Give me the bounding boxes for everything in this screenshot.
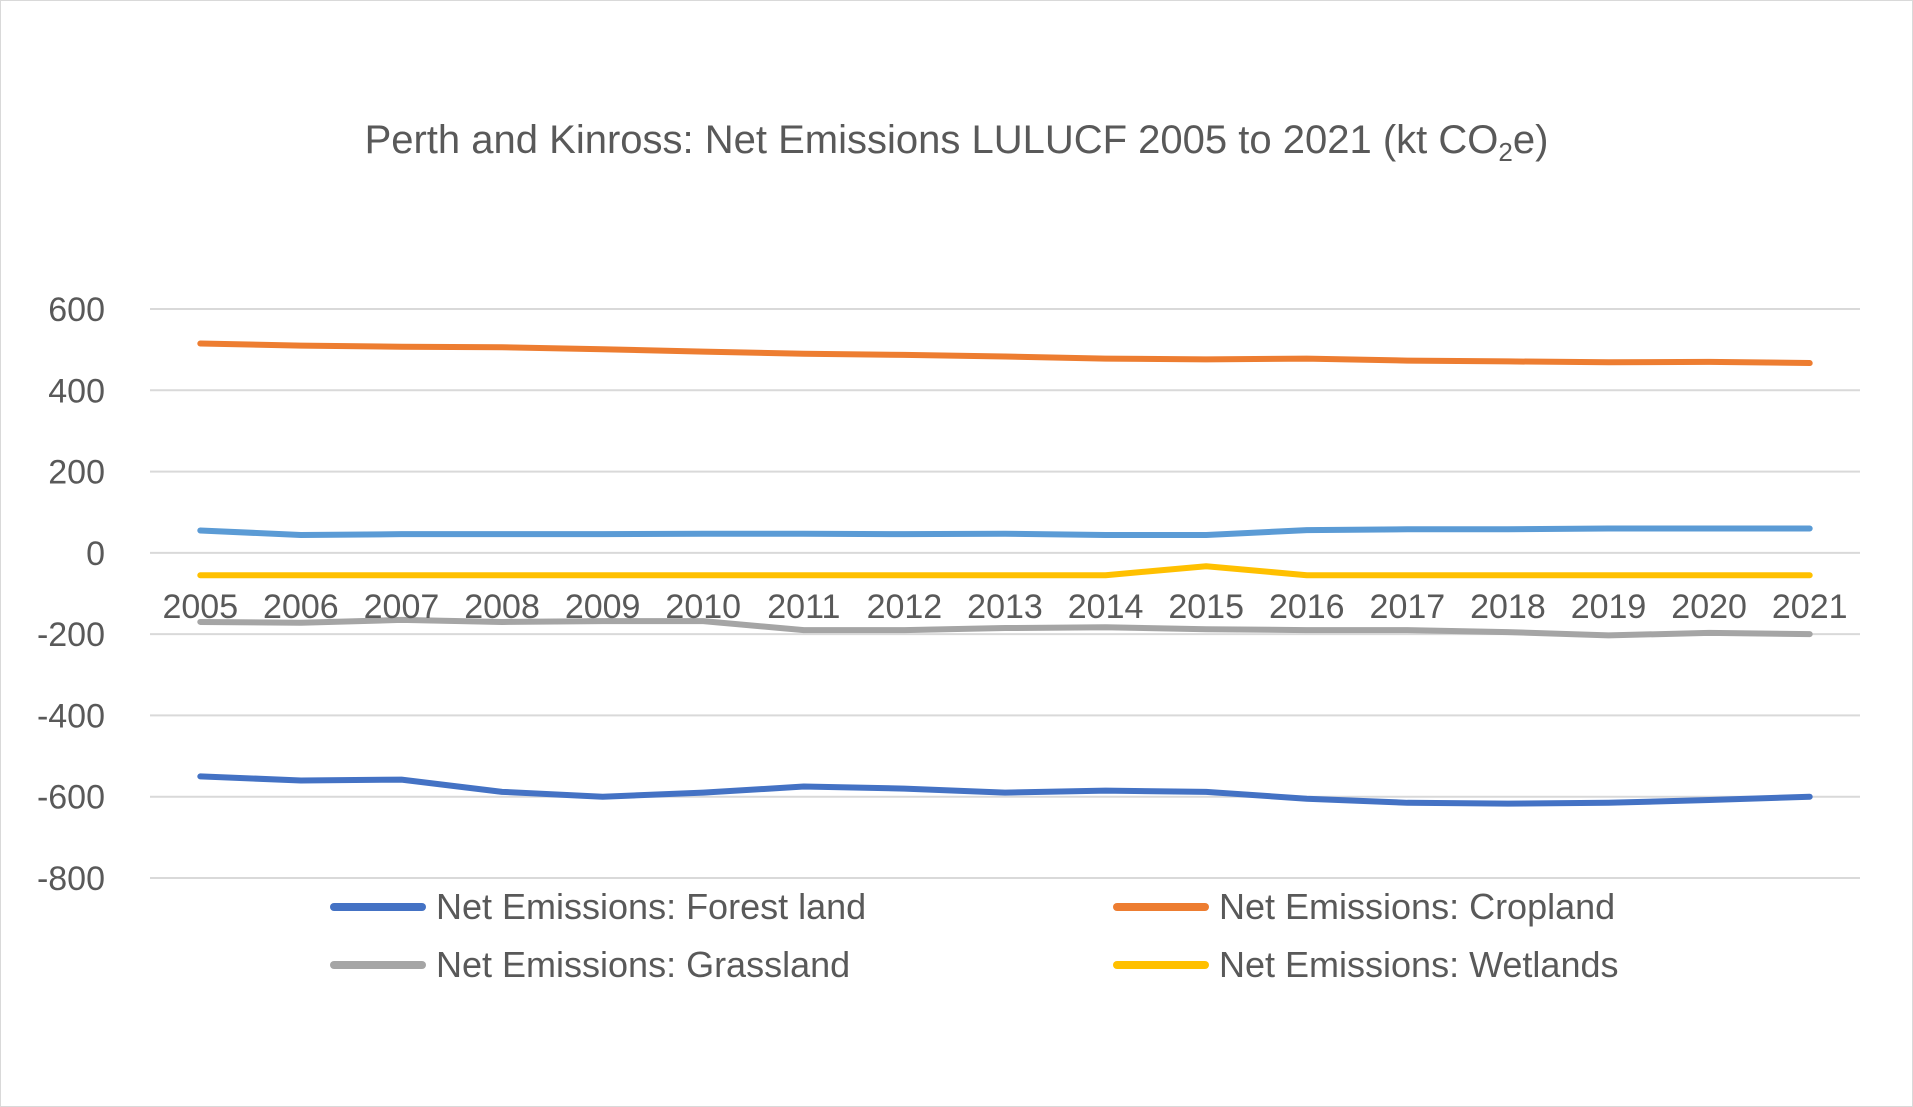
x-tick-label: 2020 (1671, 588, 1747, 626)
legend-label: Net Emissions: Cropland (1219, 886, 1616, 927)
y-tick-label: -400 (37, 697, 105, 735)
x-tick-label: 2006 (263, 588, 339, 626)
legend-swatch (1113, 903, 1209, 911)
legend-item: Net Emissions: Cropland (1113, 886, 1615, 928)
x-tick-label: 2019 (1571, 588, 1647, 626)
x-tick-label: 2018 (1470, 588, 1546, 626)
x-tick-label: 2014 (1068, 588, 1144, 626)
x-tick-label: 2016 (1269, 588, 1345, 626)
legend-label: Net Emissions: Grassland (436, 944, 851, 985)
legend-item: Net Emissions: Grassland (330, 944, 850, 986)
x-tick-label: 2017 (1370, 588, 1446, 626)
legend-item: Net Emissions: Wetlands (1113, 944, 1618, 986)
legend-item: Net Emissions: Forest land (330, 886, 866, 928)
x-tick-label: 2009 (565, 588, 641, 626)
y-tick-label: 400 (48, 372, 105, 410)
y-tick-label: 200 (48, 454, 105, 492)
x-tick-label: 2013 (967, 588, 1043, 626)
x-tick-label: 2007 (364, 588, 440, 626)
series-line-4 (197, 525, 1813, 538)
series-line-2 (197, 616, 1813, 639)
x-tick-label: 2005 (162, 588, 238, 626)
x-tick-label: 2015 (1168, 588, 1244, 626)
x-tick-label: 2011 (767, 588, 840, 626)
legend-label: Net Emissions: Wetlands (1219, 944, 1619, 985)
chart-title: Perth and Kinross: Net Emissions LULUCF … (364, 118, 1549, 167)
x-tick-label: 2010 (665, 588, 741, 626)
y-tick-label: -600 (37, 779, 105, 817)
series-line-1 (197, 340, 1813, 367)
x-tick-label: 2012 (867, 588, 943, 626)
x-tick-label: 2021 (1772, 588, 1848, 626)
y-tick-label: -200 (37, 616, 105, 654)
legend-swatch (1113, 961, 1209, 969)
series-line-3 (197, 563, 1813, 579)
legend-swatch (330, 961, 426, 969)
legend-label: Net Emissions: Forest land (436, 886, 867, 927)
y-tick-label: -800 (37, 860, 105, 898)
series-line-0 (197, 773, 1813, 807)
legend-swatch (330, 903, 426, 911)
x-tick-label: 2008 (464, 588, 540, 626)
y-tick-label: 600 (48, 291, 105, 329)
y-tick-label: 0 (86, 535, 105, 573)
